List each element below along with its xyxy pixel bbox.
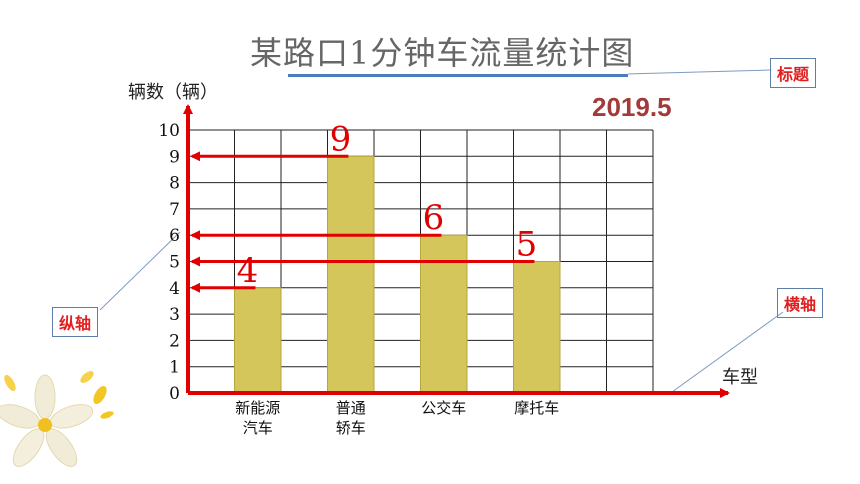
callout-x-axis: 横轴	[777, 288, 824, 318]
callout-x-axis-leader	[671, 311, 784, 393]
value-label: 4	[237, 251, 259, 291]
x-axis-label: 车型	[722, 367, 758, 388]
category-label: 汽车	[243, 419, 273, 437]
y-tick-label: 7	[169, 200, 180, 220]
y-axis-label: 辆数（辆）	[128, 82, 218, 103]
y-tick-label: 10	[158, 121, 180, 141]
category-label: 普通	[336, 399, 366, 417]
chart-date: 2019.5	[592, 92, 672, 122]
category-label: 新能源	[235, 399, 280, 417]
y-tick-label: 0	[169, 384, 180, 404]
y-tick-label: 3	[169, 305, 180, 325]
y-tick-label: 4	[169, 279, 180, 299]
callout-y-axis-leader	[99, 231, 181, 311]
callout-y-axis: 纵轴	[52, 307, 99, 337]
category-label: 轿车	[336, 419, 366, 437]
category-label: 公交车	[421, 399, 466, 417]
value-label: 5	[516, 225, 538, 265]
bar	[420, 234, 468, 394]
bar	[327, 155, 375, 394]
value-label: 9	[330, 119, 352, 159]
y-tick-label: 8	[169, 174, 180, 194]
chart-title: 某路口1分钟车流量统计图	[250, 34, 635, 72]
title-underline	[288, 74, 628, 77]
category-label: 摩托车	[514, 399, 559, 417]
bar	[513, 261, 561, 394]
y-tick-label: 2	[169, 331, 180, 351]
y-tick-label: 9	[169, 147, 180, 167]
bar	[234, 287, 282, 394]
callout-title: 标题	[770, 58, 817, 88]
y-tick-label: 1	[169, 358, 180, 378]
y-tick-label: 6	[169, 226, 180, 246]
value-label: 6	[423, 198, 445, 238]
y-tick-label: 5	[169, 253, 180, 273]
flower-decoration-icon	[0, 371, 114, 467]
callout-title-leader	[627, 69, 771, 75]
